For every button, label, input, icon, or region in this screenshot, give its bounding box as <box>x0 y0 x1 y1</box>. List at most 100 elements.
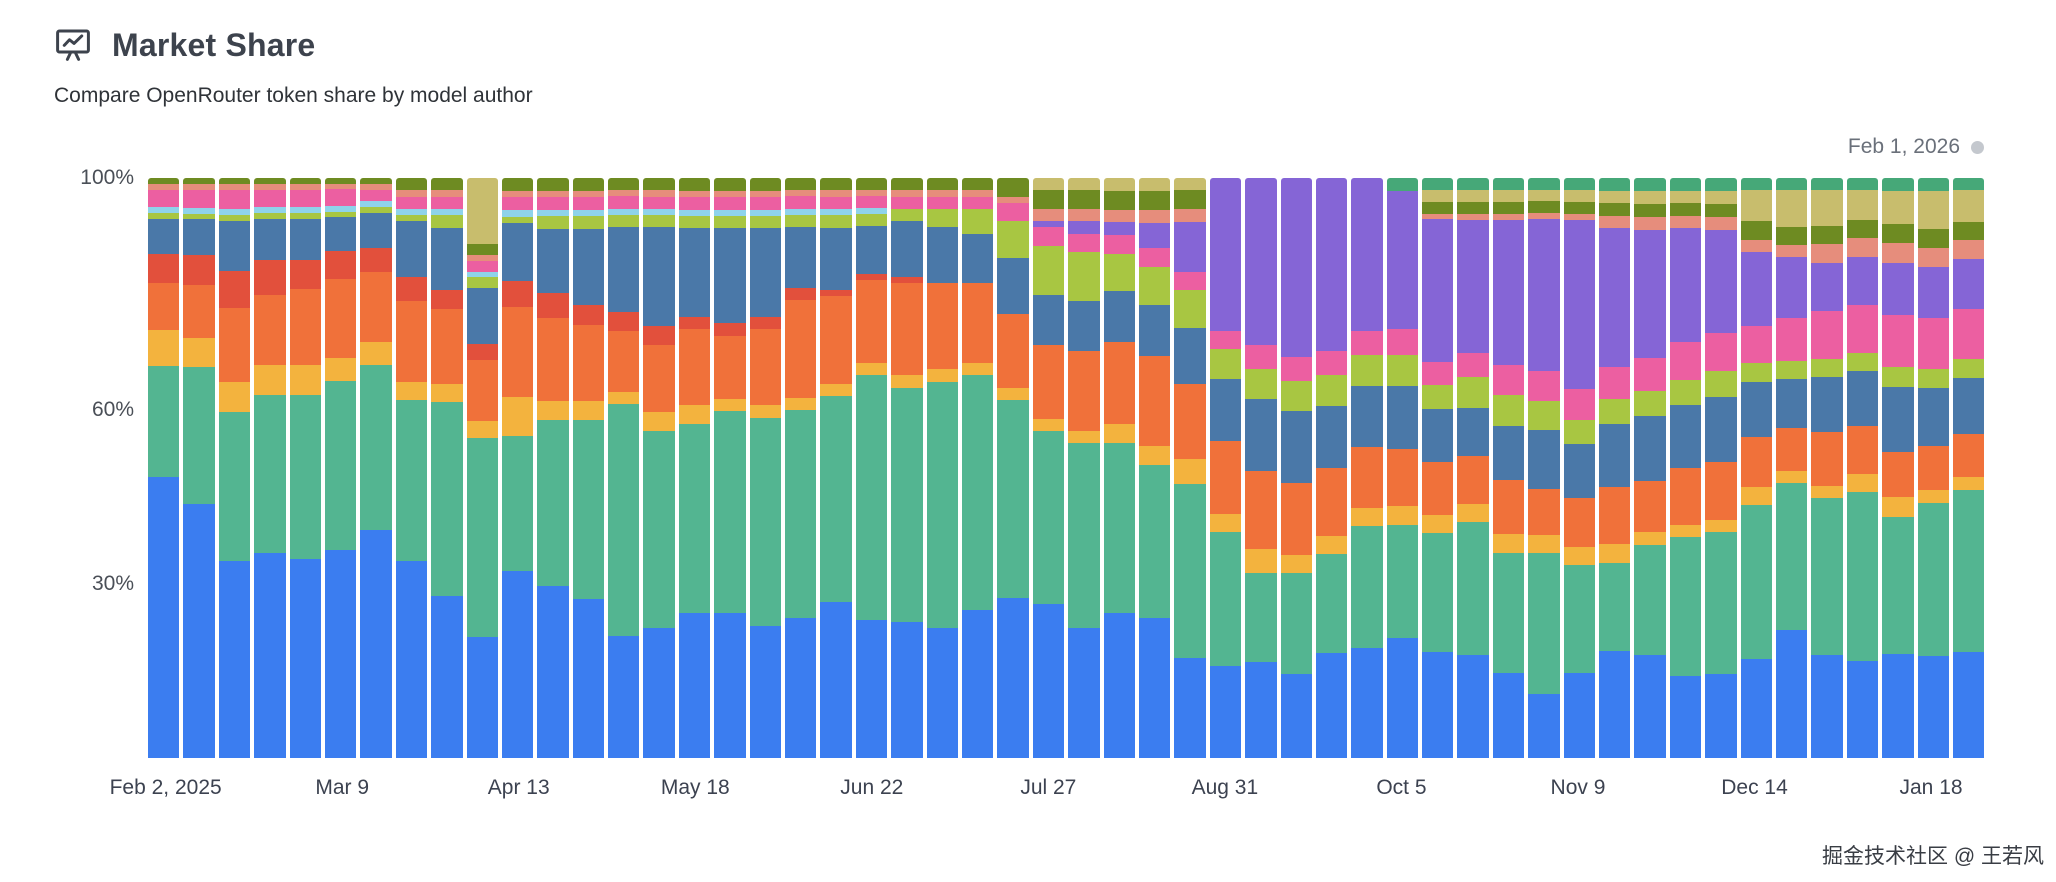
bar-segment-green[interactable] <box>997 400 1029 598</box>
bar-segment-pink[interactable] <box>183 189 215 208</box>
bar-segment-lime[interactable] <box>926 208 958 228</box>
bar-segment-khaki[interactable] <box>1528 189 1560 202</box>
bar-segment-orange[interactable] <box>148 283 180 331</box>
bar-segment-olive[interactable] <box>501 178 534 191</box>
bar-segment-lime[interactable] <box>1280 381 1312 412</box>
stacked-bar[interactable] <box>1740 178 1772 758</box>
bar-segment-lime[interactable] <box>1917 369 1949 389</box>
bar-segment-steel[interactable] <box>1775 379 1808 429</box>
stacked-bar[interactable] <box>1917 178 1949 758</box>
bar-segment-cyan[interactable] <box>714 209 746 216</box>
bar-segment-purple[interactable] <box>1032 221 1065 228</box>
bar-segment-lime[interactable] <box>785 214 817 227</box>
bar-segment-pink[interactable] <box>1209 330 1242 349</box>
bar-segment-gold[interactable] <box>1351 507 1383 526</box>
bar-segment-blue[interactable] <box>1174 658 1206 758</box>
bar-segment-pink[interactable] <box>855 195 888 208</box>
stacked-bar[interactable] <box>855 178 888 758</box>
bar-segment-orange[interactable] <box>891 282 923 376</box>
bar-segment-lime[interactable] <box>1634 390 1666 417</box>
bar-segment-pink[interactable] <box>1386 329 1419 355</box>
bar-segment-lime[interactable] <box>961 208 994 234</box>
bar-segment-pink[interactable] <box>1846 304 1879 354</box>
bar-segment-salmon[interactable] <box>324 183 357 190</box>
bar-segment-lime[interactable] <box>1422 385 1454 409</box>
bar-segment-cyan[interactable] <box>431 209 463 216</box>
bar-segment-olive[interactable] <box>1952 221 1985 241</box>
bar-segment-orange[interactable] <box>324 279 357 359</box>
bar-segment-mint[interactable] <box>1882 178 1914 192</box>
bar-segment-orange[interactable] <box>714 335 746 399</box>
bar-segment-green[interactable] <box>1103 442 1135 613</box>
bar-segment-khaki[interactable] <box>1740 190 1772 222</box>
bar-segment-blue[interactable] <box>1563 673 1596 758</box>
bar-segment-green[interactable] <box>1634 545 1666 655</box>
bar-segment-blue[interactable] <box>466 636 498 758</box>
bar-segment-mint[interactable] <box>1952 178 1985 191</box>
bar-segment-green[interactable] <box>785 409 817 618</box>
bar-segment-blue[interactable] <box>1528 693 1560 758</box>
bar-segment-lime[interactable] <box>218 215 251 222</box>
bar-segment-lime[interactable] <box>1068 252 1100 302</box>
stacked-bar[interactable] <box>926 178 958 758</box>
bar-segment-lime[interactable] <box>1952 358 1985 378</box>
bar-segment-steel[interactable] <box>148 219 180 255</box>
bar-segment-pink[interactable] <box>395 196 428 209</box>
bar-segment-pink[interactable] <box>572 197 605 210</box>
bar-segment-blue[interactable] <box>501 571 534 758</box>
bar-segment-steel[interactable] <box>1245 399 1277 471</box>
stacked-bar[interactable] <box>891 178 923 758</box>
bar-segment-salmon[interactable] <box>1032 208 1065 222</box>
bar-segment-orange[interactable] <box>218 307 251 382</box>
bar-segment-cyan[interactable] <box>501 210 534 217</box>
bar-segment-steel[interactable] <box>961 233 994 283</box>
bar-segment-olive[interactable] <box>1174 190 1206 210</box>
bar-segment-lime[interactable] <box>1705 371 1737 398</box>
bar-segment-olive[interactable] <box>997 178 1029 197</box>
bar-segment-lime[interactable] <box>1882 366 1914 387</box>
bar-segment-pink[interactable] <box>1492 365 1525 396</box>
bar-segment-steel[interactable] <box>1917 388 1949 446</box>
bar-segment-olive[interactable] <box>148 178 180 184</box>
bar-segment-blue[interactable] <box>678 612 711 758</box>
bar-segment-blue[interactable] <box>855 620 888 758</box>
bar-segment-steel[interactable] <box>1315 406 1348 468</box>
bar-segment-blue[interactable] <box>1351 648 1383 758</box>
bar-segment-blue[interactable] <box>395 560 428 758</box>
bar-segment-pink[interactable] <box>997 202 1029 222</box>
bar-segment-orange[interactable] <box>254 295 286 366</box>
bar-segment-orange[interactable] <box>961 282 994 364</box>
bar-segment-olive[interactable] <box>572 178 605 191</box>
bar-segment-gold[interactable] <box>1599 543 1631 563</box>
bar-segment-green[interactable] <box>1492 552 1525 674</box>
bar-segment-gold[interactable] <box>749 404 782 418</box>
stacked-bar[interactable] <box>749 178 782 758</box>
bar-segment-steel[interactable] <box>749 228 782 317</box>
bar-segment-green[interactable] <box>466 437 498 637</box>
bar-segment-lime[interactable] <box>183 213 215 220</box>
bar-segment-cyan[interactable] <box>678 209 711 216</box>
bar-segment-gold[interactable] <box>1174 458 1206 484</box>
bar-segment-steel[interactable] <box>537 229 569 293</box>
bar-segment-steel[interactable] <box>1032 295 1065 345</box>
bar-segment-steel[interactable] <box>466 288 498 344</box>
stacked-bar[interactable] <box>1068 178 1100 758</box>
bar-segment-olive[interactable] <box>1705 203 1737 217</box>
bar-segment-mint[interactable] <box>1669 178 1702 191</box>
bar-segment-blue[interactable] <box>1245 662 1277 758</box>
bar-segment-green[interactable] <box>1917 503 1949 657</box>
bar-segment-gold[interactable] <box>1740 486 1772 506</box>
bar-segment-steel[interactable] <box>1174 327 1206 384</box>
bar-segment-olive[interactable] <box>1103 190 1135 210</box>
bar-segment-purple[interactable] <box>1068 221 1100 234</box>
bar-segment-gold[interactable] <box>1280 554 1312 573</box>
bar-segment-olive[interactable] <box>360 178 392 184</box>
bar-segment-blue[interactable] <box>785 617 817 758</box>
stacked-bar[interactable] <box>1669 178 1702 758</box>
bar-segment-lime[interactable] <box>324 211 357 218</box>
bar-segment-gold[interactable] <box>961 363 994 376</box>
bar-segment-orange[interactable] <box>820 296 852 384</box>
stacked-bar[interactable] <box>1032 178 1065 758</box>
bar-segment-steel[interactable] <box>926 227 958 283</box>
bar-segment-green[interactable] <box>289 394 321 559</box>
